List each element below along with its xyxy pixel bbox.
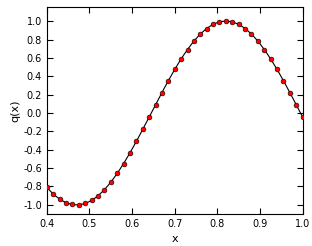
Point <box>217 20 222 24</box>
Point <box>287 91 292 94</box>
Point <box>172 67 177 71</box>
Y-axis label: q(x): q(x) <box>10 99 20 122</box>
Point <box>223 19 228 23</box>
Point <box>204 27 209 31</box>
Point <box>57 197 62 201</box>
X-axis label: x: x <box>171 234 178 245</box>
Point <box>83 201 88 205</box>
Point <box>275 67 280 71</box>
Point <box>262 47 267 51</box>
Point <box>127 151 132 155</box>
Point <box>268 57 273 61</box>
Point <box>76 203 81 207</box>
Point <box>44 185 49 189</box>
Point <box>255 39 260 43</box>
Point <box>115 171 119 175</box>
Point <box>95 194 100 198</box>
Point <box>121 162 126 166</box>
Point <box>153 103 158 107</box>
Point <box>102 188 107 192</box>
Point <box>185 47 190 51</box>
Point <box>230 20 235 24</box>
Point <box>70 202 75 206</box>
Point <box>63 200 68 204</box>
Point <box>249 32 254 36</box>
Point <box>198 32 203 36</box>
Point <box>211 22 216 26</box>
Point <box>236 22 241 26</box>
Point <box>51 192 56 196</box>
Point <box>89 198 94 202</box>
Point <box>242 27 247 31</box>
Point <box>140 127 145 131</box>
Point <box>294 103 299 107</box>
Point <box>147 115 152 119</box>
Point <box>300 115 305 119</box>
Point <box>281 79 286 83</box>
Point <box>166 79 171 83</box>
Point <box>108 180 113 184</box>
Point <box>179 57 184 61</box>
Point <box>192 39 197 43</box>
Point <box>134 139 139 143</box>
Point <box>159 91 164 94</box>
